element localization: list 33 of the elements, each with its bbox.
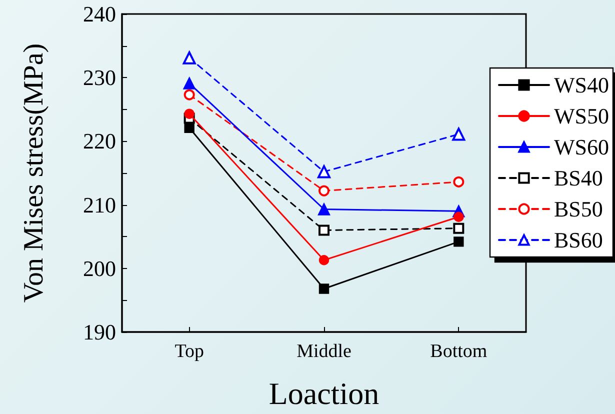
point — [318, 284, 330, 294]
y-tick-label: 210 — [83, 192, 116, 218]
y-axis-title: Von Mises stress(MPa) — [18, 43, 50, 303]
point — [452, 128, 466, 141]
y-tick-label: 220 — [83, 128, 116, 154]
point — [184, 89, 195, 100]
legend-label: WS60 — [554, 134, 609, 160]
x-tick-label: Top — [174, 341, 204, 362]
point — [454, 236, 464, 247]
point — [453, 176, 464, 188]
legend-label: BS60 — [554, 228, 603, 252]
legend-label: WS40 — [554, 72, 609, 98]
point — [184, 122, 194, 133]
legend-label: BS50 — [554, 196, 603, 222]
point — [318, 165, 330, 178]
point — [318, 224, 330, 236]
point — [318, 185, 330, 196]
point — [184, 108, 194, 119]
x-tick-label: Bottom — [430, 341, 488, 362]
point — [318, 203, 330, 216]
point — [183, 77, 196, 90]
point — [453, 222, 464, 234]
legend-label: BS40 — [554, 166, 603, 190]
y-tick-label: 190 — [83, 320, 116, 344]
y-tick-label: 240 — [83, 2, 116, 26]
point — [454, 212, 464, 222]
point — [318, 255, 330, 266]
x-tick-label: Middle — [296, 341, 352, 362]
x-axis-title: Loaction — [268, 376, 380, 411]
point — [182, 51, 196, 64]
y-tick-label: 200 — [83, 256, 116, 281]
legend-label: WS50 — [554, 104, 609, 128]
y-tick-label: 230 — [83, 65, 116, 90]
